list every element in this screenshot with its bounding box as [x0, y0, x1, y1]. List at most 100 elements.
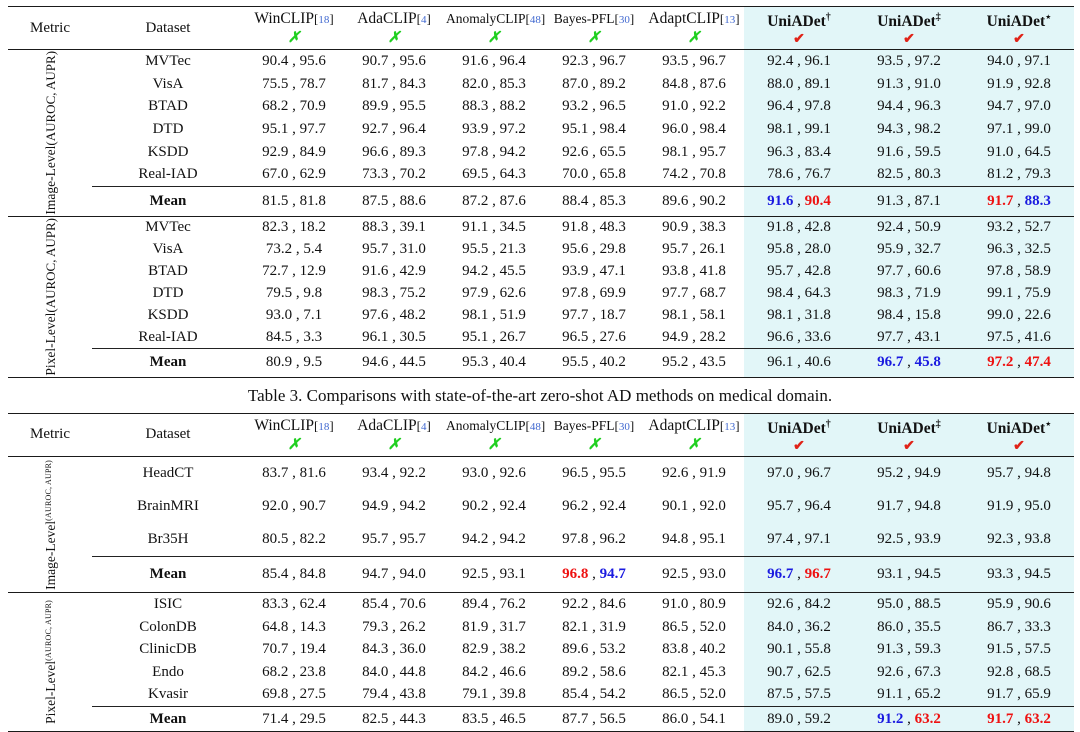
mean-score-cell: 95.2 , 43.5: [644, 348, 744, 378]
method-name: AdaCLIP[4]: [357, 416, 431, 434]
table-row: Real-IAD 84.5 , 3.3 96.1 , 30.5 95.1 , 26.7…: [8, 326, 1074, 349]
score-cell: 88.3 , 39.1: [362, 219, 426, 236]
cite-number: 18: [318, 420, 330, 433]
score-cell: 93.0 , 92.6: [462, 464, 526, 481]
score-cell: 99.0 , 22.6: [964, 304, 1074, 327]
cite-number: 48: [529, 14, 541, 27]
score-cell: 94.2 , 45.5: [462, 263, 526, 280]
score-cell: 94.7 , 97.0: [964, 95, 1074, 119]
score-cell: 92.2 , 84.6: [562, 596, 626, 613]
score-cell: 95.7 , 95.7: [362, 530, 426, 547]
rotated-metric-label: Image-Level (AUROC, AUPR): [43, 51, 58, 215]
score-cell: 97.4 , 97.1: [744, 522, 854, 557]
mean-score-cell: 94.6 , 44.5: [344, 348, 444, 378]
method-name: AnomalyCLIP[48]: [446, 417, 546, 433]
score-cell: 97.8 , 69.9: [562, 285, 626, 301]
table-row: Kvasir 69.8 , 27.5 79.4 , 43.8 79.1 , 39.8 8…: [8, 683, 1074, 707]
table-row: Image-Level (AUROC, AUPR) HeadCT 83.7 , 81.…: [8, 456, 1074, 590]
score-cell: 92.8 , 68.5: [964, 661, 1074, 684]
score-cell: 82.1 , 31.9: [562, 618, 626, 635]
score-cell: 92.3 , 93.8: [964, 522, 1074, 557]
cite-number: 4: [420, 14, 427, 27]
score-cell: 93.5 , 97.2: [854, 49, 964, 73]
cross-icon: ✗: [587, 30, 601, 47]
score-cell: 92.3 , 96.7: [562, 53, 626, 70]
score-cell: 72.7 , 12.9: [262, 263, 326, 280]
score-cell: 89.9 , 95.5: [362, 98, 426, 115]
medical-domain-table: Metric Dataset WinCLIP[18] ✗ AdaCLIP[4] ✗ Anom…: [8, 413, 1074, 732]
score-cell: 92.4 , 96.1: [744, 49, 854, 73]
method-name: UniADet‡: [877, 418, 941, 437]
score-cell: 94.8 , 95.1: [662, 530, 726, 547]
score-cell: 98.3 , 75.2: [362, 285, 426, 301]
method-column-header: UniADet† ✔: [744, 413, 854, 457]
score-cell: 93.2 , 96.5: [562, 98, 626, 115]
method-superscript: †: [825, 418, 831, 430]
mean-value: 96.7: [804, 566, 831, 583]
score-cell: 89.6 , 53.2: [562, 641, 626, 658]
dataset-cell: DTD: [152, 285, 184, 301]
score-cell: 95.9 , 90.6: [964, 592, 1074, 616]
mean-score-cell: 93.1 , 94.5: [854, 555, 964, 593]
score-cell: 64.8 , 14.3: [262, 618, 326, 635]
table-row: Br35H 80.5 , 82.2 95.7 , 95.7 94.2 , 94.2 97…: [8, 522, 1074, 557]
method-column-header: AdaptCLIP[13] ✗: [644, 413, 744, 456]
cite-bracket: [: [525, 417, 530, 433]
method-column-header: AdaCLIP[4] ✗: [344, 413, 444, 456]
dataset-cell: Real-IAD: [138, 166, 198, 183]
score-cell: 84.0 , 36.2: [744, 615, 854, 639]
score-cell: 90.1 , 92.0: [662, 497, 726, 514]
score-cell: 93.2 , 52.7: [964, 216, 1074, 239]
dataset-cell: KSDD: [147, 143, 189, 160]
score-cell: 70.7 , 19.4: [262, 641, 326, 658]
score-cell: 82.1 , 45.3: [662, 663, 726, 680]
mean-score-cell: 85.4 , 84.8: [244, 555, 344, 593]
score-cell: 95.7 , 42.8: [744, 260, 854, 283]
score-cell: 73.2 , 5.4: [265, 241, 323, 258]
rotated-metric-label: Pixel-Level (AUROC, AUPR): [43, 600, 58, 724]
score-cell: 93.4 , 92.2: [362, 464, 426, 481]
mean-score-cell: 96.1 , 40.6: [744, 348, 854, 378]
method-superscript: ⋆: [1045, 12, 1052, 23]
score-cell: 94.9 , 94.2: [362, 497, 426, 514]
dataset-cell: Kvasir: [148, 686, 188, 703]
check-icon: ✔: [793, 438, 805, 454]
table-row: BTAD 68.2 , 70.9 89.9 , 95.5 88.3 , 88.2 93.…: [8, 95, 1074, 119]
score-cell: 98.1 , 51.9: [462, 306, 526, 323]
mean-score-cell: 96.8 , 94.7: [544, 555, 644, 593]
method-column-header: UniADet⋆ ✔: [964, 413, 1074, 457]
metric-level-label: Pixel-Level: [42, 661, 58, 725]
score-cell: 91.7 , 65.9: [964, 683, 1074, 707]
score-cell: 91.6 , 59.5: [854, 140, 964, 164]
score-cell: 69.8 , 27.5: [262, 686, 326, 703]
score-cell: 97.6 , 48.2: [362, 306, 426, 323]
cite-bracket: ]: [329, 417, 334, 433]
mean-score-cell: 92.5 , 93.1: [444, 555, 544, 593]
method-name: UniADet†: [767, 12, 831, 31]
score-cell: 96.6 , 89.3: [362, 143, 426, 160]
dataset-column-header: Dataset: [145, 426, 191, 443]
check-icon: ✔: [903, 438, 915, 454]
cite-bracket: ]: [735, 11, 740, 27]
score-cell: 83.3 , 62.4: [262, 596, 326, 613]
score-cell: 96.1 , 30.5: [362, 328, 426, 345]
score-cell: 97.0 , 96.7: [744, 456, 854, 490]
score-cell: 87.0 , 89.2: [562, 75, 626, 92]
score-cell: 95.7 , 31.0: [362, 241, 426, 258]
mean-value: 91.7: [987, 193, 1014, 210]
dataset-cell: VisA: [152, 75, 184, 92]
score-cell: 84.5 , 3.3: [265, 328, 323, 345]
metric-level-label: Image-Level: [42, 145, 58, 215]
cross-icon: ✗: [487, 436, 501, 453]
header-row: Metric Dataset WinCLIP[18] ✗ AdaCLIP[4] ✗ Anom…: [8, 6, 1074, 50]
mean-value: 96.8: [562, 566, 589, 583]
table-row: KSDD 93.0 , 7.1 97.6 , 48.2 98.1 , 51.9 97.7…: [8, 304, 1074, 327]
table-row: Pixel-Level (AUROC, AUPR) ISIC 83.3 , 62.4 8…: [8, 592, 1074, 724]
score-cell: 79.5 , 9.8: [265, 285, 323, 301]
score-cell: 96.6 , 33.6: [744, 326, 854, 349]
mean-value: 45.8: [914, 354, 941, 371]
cite-bracket: ]: [426, 11, 431, 27]
score-cell: 91.0 , 80.9: [662, 596, 726, 613]
score-cell: 90.2 , 92.4: [462, 497, 526, 514]
metric-level-label: Image-Level: [42, 520, 58, 590]
